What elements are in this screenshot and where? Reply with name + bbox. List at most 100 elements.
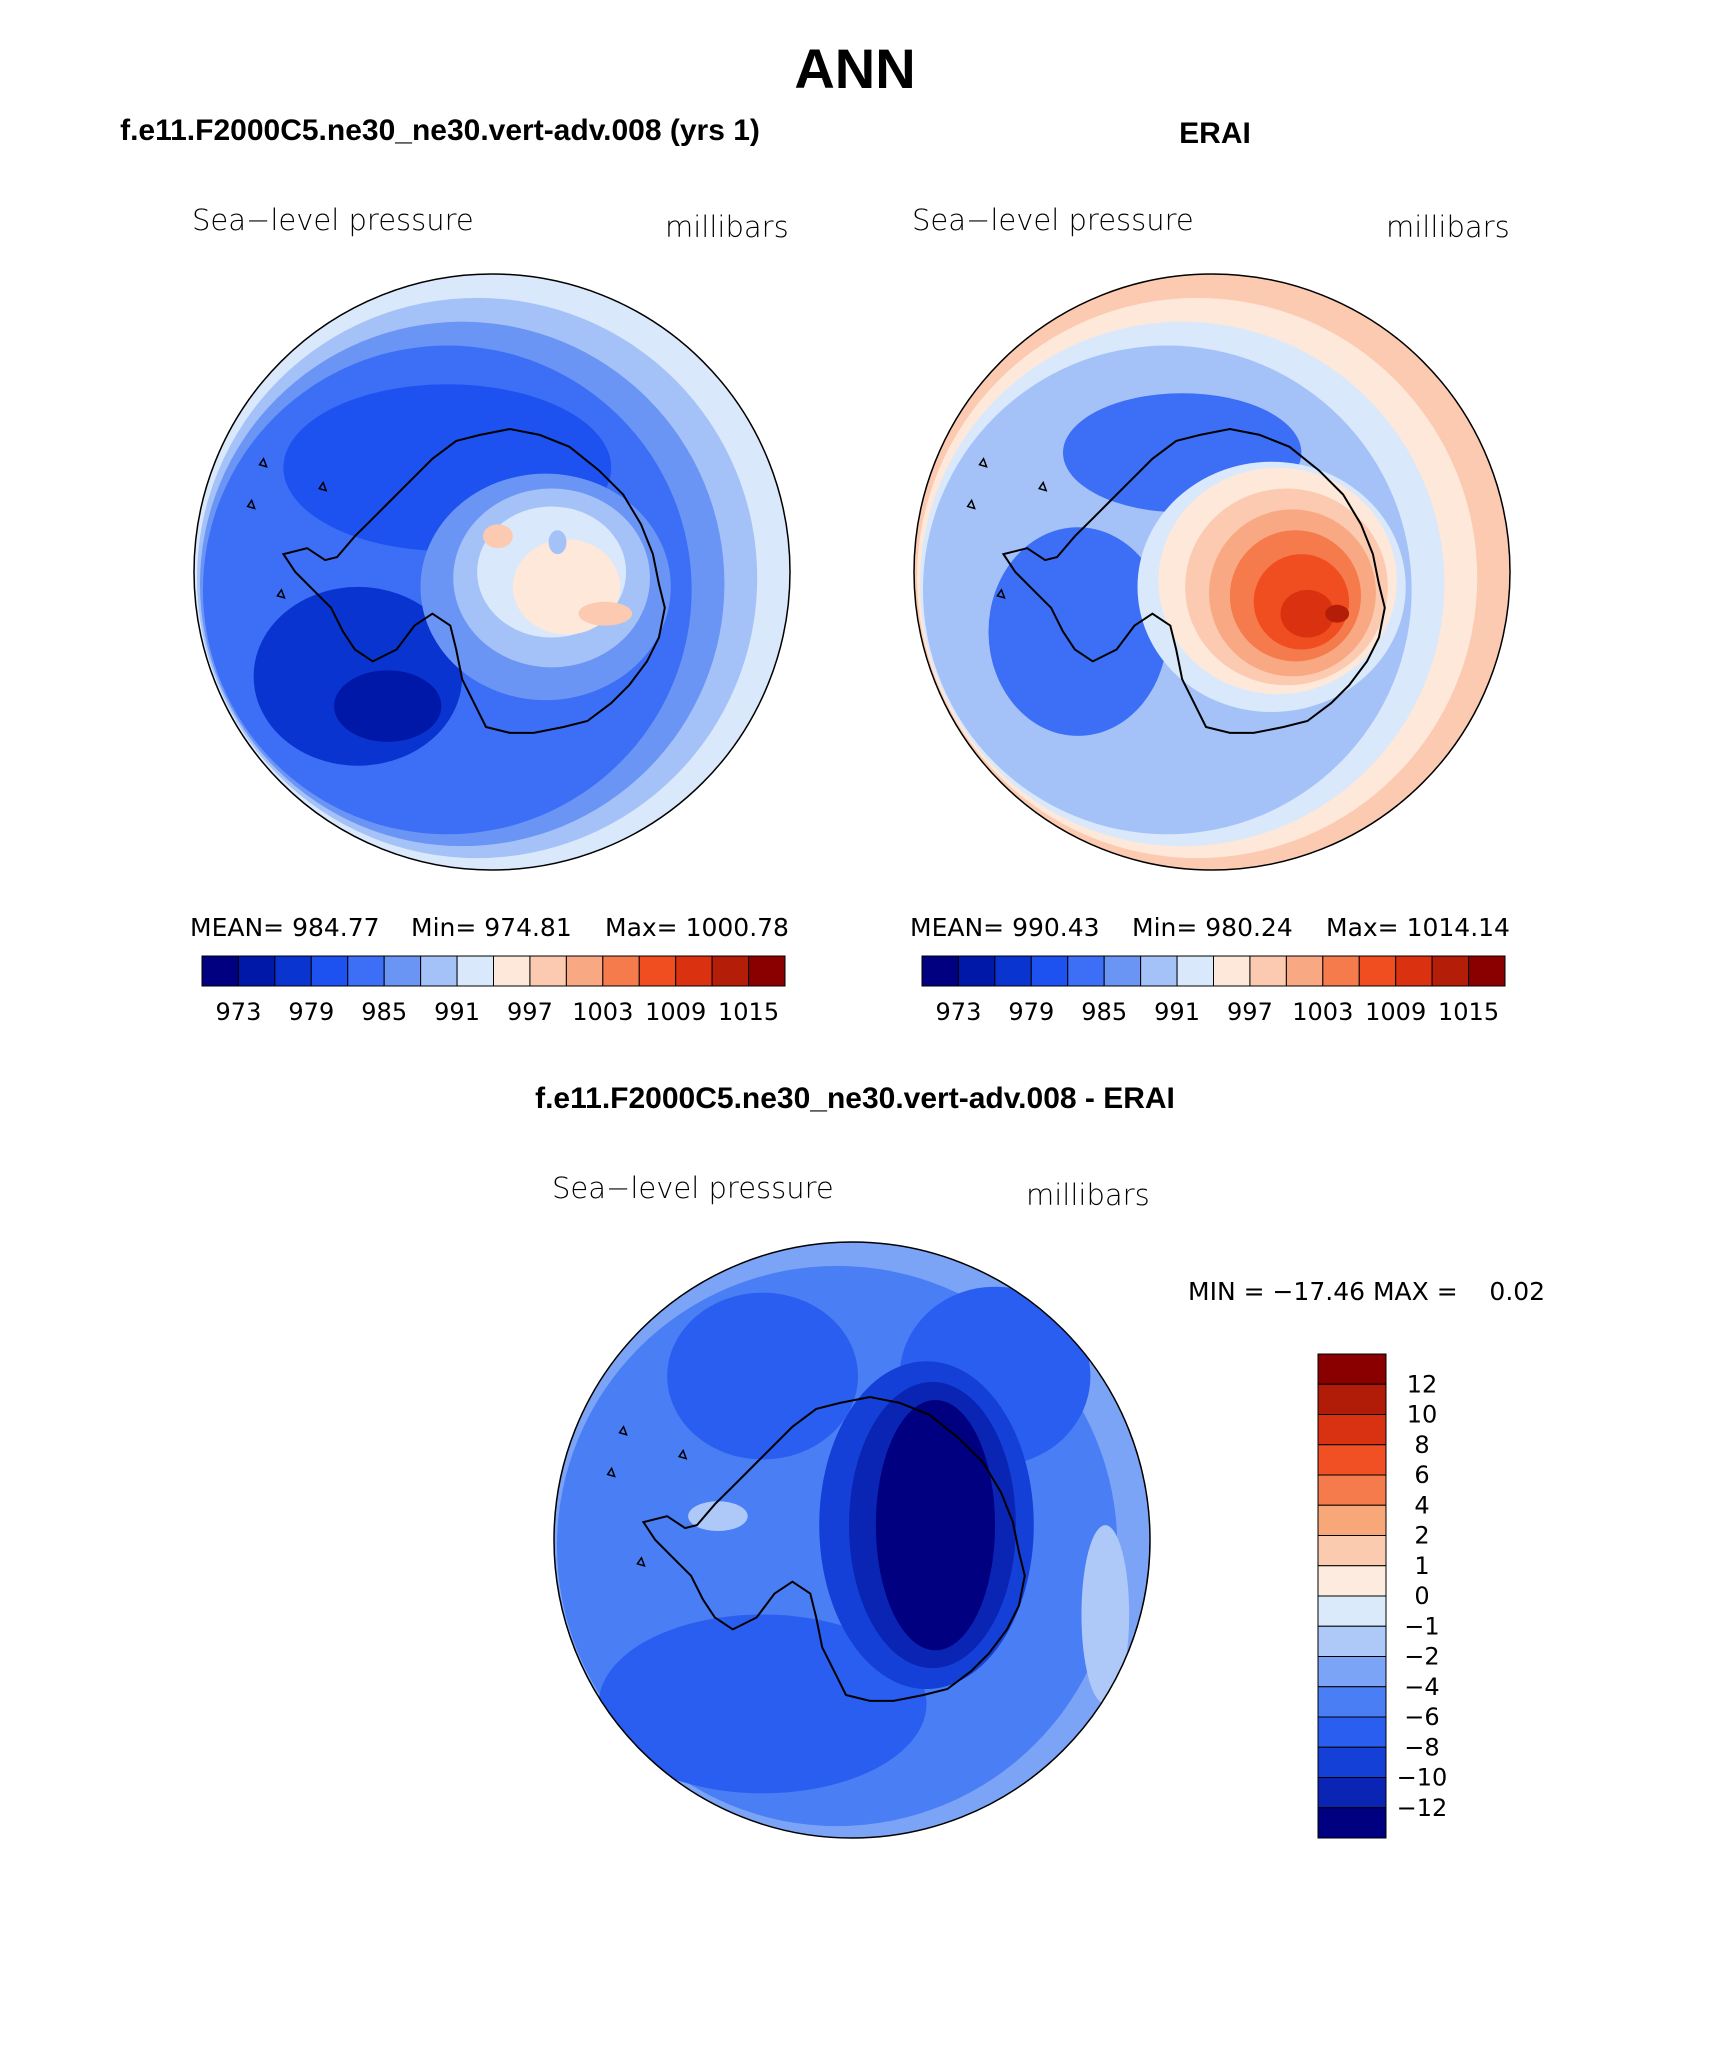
map-field-diff bbox=[554, 1242, 1150, 1838]
island-outline bbox=[276, 588, 286, 599]
colorbar-tick-label: 1015 bbox=[718, 998, 779, 1026]
panel-obs: ERAI Sea−level pressure millibars MEAN= … bbox=[910, 117, 1511, 1026]
colorbar-swatch bbox=[1317, 1807, 1387, 1839]
colorbar-tick-label: 991 bbox=[434, 998, 480, 1026]
colorbar-swatch bbox=[529, 955, 567, 987]
colorbar-tick-label: −1 bbox=[1404, 1612, 1439, 1640]
colorbar-tick-label: −2 bbox=[1404, 1643, 1439, 1671]
antarctica-coastline bbox=[641, 1395, 1026, 1702]
colorbar-tick-label: 985 bbox=[1081, 998, 1127, 1026]
colorbar-swatch bbox=[347, 955, 385, 987]
colorbar-tick-label: 979 bbox=[1008, 998, 1054, 1026]
colorbar-tick-label: 8 bbox=[1414, 1431, 1429, 1459]
colorbar-swatch bbox=[1317, 1777, 1387, 1809]
colorbar-tick-label: 1015 bbox=[1438, 998, 1499, 1026]
colorbar-swatch bbox=[748, 955, 786, 987]
colorbar-swatch bbox=[675, 955, 713, 987]
colorbar-swatch bbox=[1431, 955, 1470, 987]
map-boundary-diff bbox=[553, 1241, 1151, 1839]
colorbar-swatch bbox=[1317, 1535, 1387, 1567]
colorbar-tick-label: 979 bbox=[288, 998, 334, 1026]
panel-model: f.e11.F2000C5.ne30_ne30.vert-adv.008 (yr… bbox=[120, 114, 791, 1026]
colorbar-swatch bbox=[921, 955, 959, 987]
coastline-diff bbox=[606, 1395, 1026, 1702]
field-cell bbox=[988, 527, 1168, 736]
colorbar-tick-label: −8 bbox=[1404, 1733, 1439, 1761]
colorbar-tick-label: 1003 bbox=[572, 998, 633, 1026]
colorbar-tick-label: 1 bbox=[1414, 1552, 1429, 1580]
colorbar-tick-label: 991 bbox=[1154, 998, 1200, 1026]
field-cell bbox=[578, 601, 633, 626]
colorbar-swatch bbox=[1317, 1565, 1387, 1597]
field-cell bbox=[598, 1614, 927, 1794]
panel-difference: f.e11.F2000C5.ne30_ne30.vert-adv.008 - E… bbox=[535, 1082, 1545, 1839]
field-cell bbox=[334, 670, 442, 742]
colorbar-swatch bbox=[1317, 1414, 1387, 1446]
island-outline bbox=[966, 498, 976, 510]
variable-label-obs: Sea−level pressure bbox=[912, 203, 1194, 237]
colorbar-swatch bbox=[711, 955, 750, 987]
colorbar-tick-label: 997 bbox=[1227, 998, 1273, 1026]
colorbar-swatch bbox=[1317, 1383, 1387, 1415]
colorbar-tick-label: −12 bbox=[1397, 1794, 1448, 1822]
colorbar-swatch bbox=[565, 955, 604, 987]
colorbar-tick-label: 973 bbox=[936, 998, 982, 1026]
colorbar-swatch bbox=[1140, 955, 1178, 987]
colorbar-swatch bbox=[1358, 955, 1397, 987]
colorbar-swatch bbox=[1285, 955, 1324, 987]
variable-label-model: Sea−level pressure bbox=[192, 203, 474, 237]
panel-title-model: f.e11.F2000C5.ne30_ne30.vert-adv.008 (yr… bbox=[120, 114, 760, 147]
colorbar-swatch bbox=[957, 955, 996, 987]
colorbar-tick-label: 997 bbox=[507, 998, 553, 1026]
colorbar-swatch bbox=[1317, 1595, 1387, 1627]
colorbar-swatch bbox=[274, 955, 312, 987]
variable-label-diff: Sea−level pressure bbox=[552, 1171, 834, 1205]
colorbar-tick-label: 2 bbox=[1414, 1522, 1429, 1550]
panel-title-obs: ERAI bbox=[1179, 117, 1251, 150]
map-field-model bbox=[194, 274, 790, 870]
colorbar-swatch bbox=[201, 955, 239, 987]
colorbar-swatch bbox=[1176, 955, 1214, 987]
antarctica-coastline bbox=[1001, 427, 1386, 734]
colorbar-swatch bbox=[1317, 1716, 1387, 1748]
stat-mean-obs: MEAN= 990.43 bbox=[910, 913, 1100, 942]
stat-max-obs: Max= 1014.14 bbox=[1326, 913, 1510, 942]
island-outline bbox=[317, 480, 328, 492]
island-outline bbox=[677, 1448, 688, 1460]
units-label-diff: millibars bbox=[1026, 1178, 1150, 1212]
colorbar-tick-label: 1009 bbox=[1365, 998, 1426, 1026]
colorbar-swatch bbox=[1317, 1686, 1387, 1718]
island-outline bbox=[978, 457, 988, 468]
colorbar-swatch bbox=[1213, 955, 1251, 987]
stat-min-model: Min= 974.81 bbox=[411, 913, 572, 942]
colorbar-tick-label: 1009 bbox=[645, 998, 706, 1026]
colorbar-swatch bbox=[310, 955, 349, 987]
field-cell bbox=[483, 524, 513, 549]
colorbar-model: 973 979 985 991 997 1003 1009 1015 bbox=[201, 955, 786, 1026]
island-outline bbox=[996, 588, 1006, 599]
colorbar-tick-label: 12 bbox=[1407, 1370, 1438, 1398]
field-cell bbox=[875, 1399, 996, 1651]
coastline-obs bbox=[966, 427, 1386, 734]
colorbar-swatch bbox=[994, 955, 1032, 987]
colorbar-tick-label: 985 bbox=[361, 998, 407, 1026]
colorbar-swatch bbox=[1317, 1444, 1387, 1476]
field-cell bbox=[1325, 604, 1350, 623]
stat-min-obs: Min= 980.24 bbox=[1132, 913, 1293, 942]
stat-minmax-diff: MIN = −17.46 MAX = 0.02 bbox=[1188, 1277, 1545, 1306]
colorbar-obs: 973 979 985 991 997 1003 1009 1015 bbox=[921, 955, 1506, 1026]
antarctica-coastline bbox=[281, 427, 666, 734]
diff-title: f.e11.F2000C5.ne30_ne30.vert-adv.008 - E… bbox=[535, 1082, 1175, 1115]
island-outline bbox=[246, 498, 256, 510]
colorbar-swatch bbox=[1317, 1656, 1387, 1688]
colorbar-swatch bbox=[456, 955, 494, 987]
colorbar-swatch bbox=[493, 955, 531, 987]
colorbar-swatch bbox=[1317, 1474, 1387, 1506]
field-cell bbox=[548, 530, 567, 555]
colorbar-tick-label: 4 bbox=[1414, 1491, 1429, 1519]
field-cell bbox=[667, 1292, 858, 1460]
coastline-model bbox=[246, 427, 666, 734]
colorbar-tick-label: −4 bbox=[1404, 1673, 1439, 1701]
